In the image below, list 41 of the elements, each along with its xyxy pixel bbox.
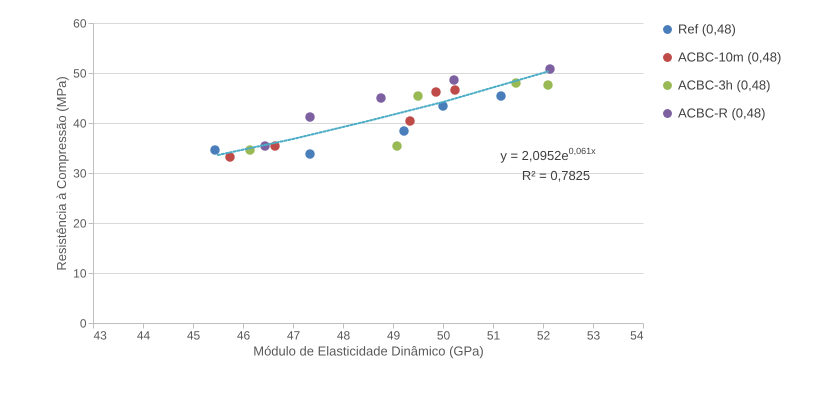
point [450, 85, 460, 95]
x-tick-label: 52 [536, 328, 550, 342]
point [543, 80, 553, 90]
x-tick-label: 53 [586, 328, 600, 342]
y-tick-label: 0 [80, 316, 87, 330]
legend-label: ACBC-R (0,48) [678, 106, 766, 120]
point [431, 87, 441, 97]
annotation: R² = 0,7825 [522, 168, 590, 183]
point [225, 152, 235, 162]
point [449, 75, 459, 85]
point [210, 145, 220, 155]
x-tick-label: 45 [186, 328, 200, 342]
x-tick-label: 48 [336, 328, 350, 342]
y-tick-label: 30 [73, 166, 87, 180]
y-tick-label: 40 [73, 116, 87, 130]
y-tick-label: 20 [73, 216, 87, 230]
x-tick-label: 50 [436, 328, 450, 342]
x-axis-title: Módulo de Elasticidade Dinâmico (GPa) [253, 344, 484, 358]
point [305, 112, 315, 122]
x-tick-label: 43 [94, 328, 108, 342]
point [392, 141, 402, 151]
point [376, 93, 386, 103]
point [413, 91, 423, 101]
x-tick-label: 46 [236, 328, 250, 342]
y-tick-label: 60 [73, 16, 87, 30]
x-tick-label: 44 [136, 328, 150, 342]
point [545, 64, 555, 74]
point [496, 91, 506, 101]
y-axis-title: Resistência à Compressão (MPa) [54, 76, 70, 271]
legend-label: Ref (0,48) [678, 22, 736, 36]
point [399, 126, 409, 136]
x-tick-label: 47 [286, 328, 300, 342]
point [405, 116, 415, 126]
x-tick-label: 49 [386, 328, 400, 342]
y-tick-label: 50 [73, 66, 87, 80]
legend-label: ACBC-3h (0,48) [678, 78, 770, 92]
y-tick-label: 10 [73, 266, 87, 280]
x-tick-label: 54 [630, 328, 644, 342]
legend-label: ACBC-10m (0,48) [678, 50, 782, 64]
point [305, 149, 315, 159]
x-tick-label: 51 [486, 328, 500, 342]
